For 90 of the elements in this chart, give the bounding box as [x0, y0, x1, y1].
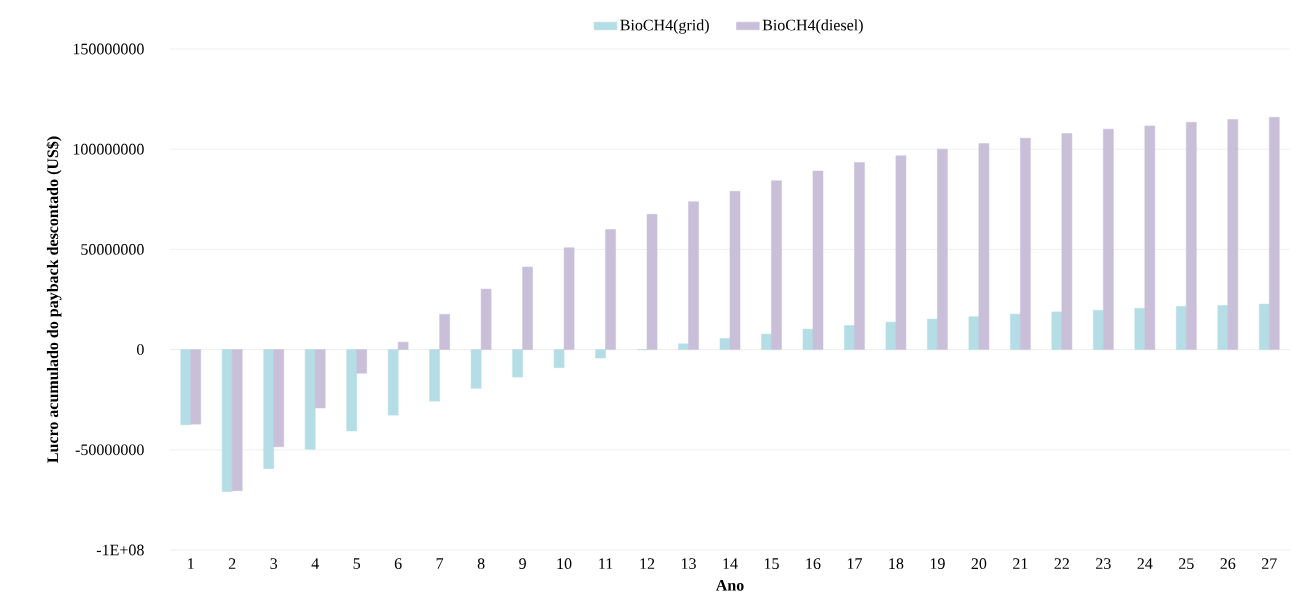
x-tick-label: 16: [806, 558, 821, 570]
x-tick-label: 26: [1220, 558, 1236, 570]
bar: [273, 349, 284, 448]
x-tick-label: 4: [311, 558, 319, 569]
bar: [1227, 119, 1239, 350]
bar: [356, 349, 367, 374]
bar: [885, 321, 897, 350]
bar: [397, 341, 409, 350]
bar: [729, 191, 741, 350]
y-tick-label: 150000000: [73, 43, 144, 55]
bar: [1103, 128, 1114, 350]
bar: [1061, 133, 1073, 350]
bar: [1051, 311, 1063, 350]
bar: [1010, 313, 1021, 350]
bar: [439, 314, 450, 350]
bar: [1144, 125, 1156, 350]
x-tick-label: 10: [557, 558, 572, 570]
bar: [429, 349, 440, 402]
x-tick-label: 20: [971, 558, 987, 570]
bar: [937, 148, 948, 350]
x-tick-label: 13: [681, 558, 696, 570]
bar: [812, 170, 824, 350]
bar: [1176, 306, 1187, 350]
y-tick-label: 0: [137, 344, 144, 355]
bar: [304, 349, 316, 450]
x-axis-title: Ano: [715, 580, 744, 591]
bar: [263, 349, 274, 469]
bar: [895, 155, 907, 350]
x-tick-label: 23: [1096, 558, 1111, 570]
bar: [688, 201, 699, 350]
x-tick-label: 3: [270, 558, 278, 570]
y-tick-label: 100000000: [73, 143, 144, 155]
bar: [314, 349, 326, 409]
y-tick-label: -50000000: [75, 444, 144, 456]
x-tick-label: 1: [188, 558, 194, 569]
bar: [553, 349, 565, 368]
x-tick-label: 24: [1137, 558, 1153, 569]
bar: [346, 349, 357, 432]
bar: [563, 247, 575, 350]
x-tick-label: 12: [640, 558, 655, 569]
bar: [512, 349, 523, 378]
bar: [1020, 137, 1031, 350]
bar: [761, 333, 772, 350]
x-tick-label: 14: [723, 558, 738, 569]
x-tick-label: 17: [847, 558, 862, 569]
bar: [678, 343, 689, 350]
bar: [1093, 310, 1104, 350]
y-tick-label: -1E+08: [96, 544, 144, 556]
bar: [221, 349, 233, 492]
x-tick-label: 7: [436, 558, 444, 569]
x-tick-label: 5: [353, 558, 361, 569]
bar: [802, 328, 814, 350]
bar: [927, 318, 938, 350]
bar: [968, 316, 980, 350]
bar: [1186, 122, 1197, 350]
bar: [646, 214, 658, 350]
bar: [470, 349, 482, 389]
x-tick-label: 9: [519, 558, 526, 570]
x-tick-label: 15: [764, 558, 779, 569]
bar: [844, 325, 855, 350]
bar: [231, 349, 243, 491]
x-tick-label: 25: [1179, 558, 1194, 570]
bar: [1259, 303, 1270, 350]
x-tick-label: 8: [477, 558, 485, 570]
x-tick-label: 19: [930, 558, 945, 570]
x-tick-label: 18: [889, 558, 904, 570]
bar: [522, 266, 533, 350]
bar: [595, 349, 606, 359]
legend-label: BioCH4(diesel): [762, 19, 863, 34]
bar: [978, 143, 990, 350]
y-axis-title: Lucro acumulado do payback descontado (US$): [46, 136, 62, 463]
bar: [480, 288, 492, 350]
legend-label: BioCH4(grid): [620, 19, 709, 34]
bar: [771, 180, 782, 350]
bar: [854, 162, 865, 350]
bar: [180, 349, 192, 426]
x-tick-label: 11: [599, 558, 613, 569]
x-tick-label: 27: [1261, 558, 1277, 569]
bar: [719, 338, 731, 350]
bar: [1134, 308, 1146, 350]
bar: [605, 229, 616, 350]
x-tick-label: 22: [1054, 558, 1069, 569]
x-tick-label: 6: [394, 558, 402, 570]
x-tick-label: 2: [228, 558, 236, 569]
bar: [387, 349, 399, 416]
bar: [1217, 305, 1229, 350]
bar: [190, 349, 202, 425]
bar: [1269, 117, 1280, 350]
y-tick-label: 50000000: [81, 244, 144, 255]
x-tick-label: 21: [1013, 558, 1028, 569]
